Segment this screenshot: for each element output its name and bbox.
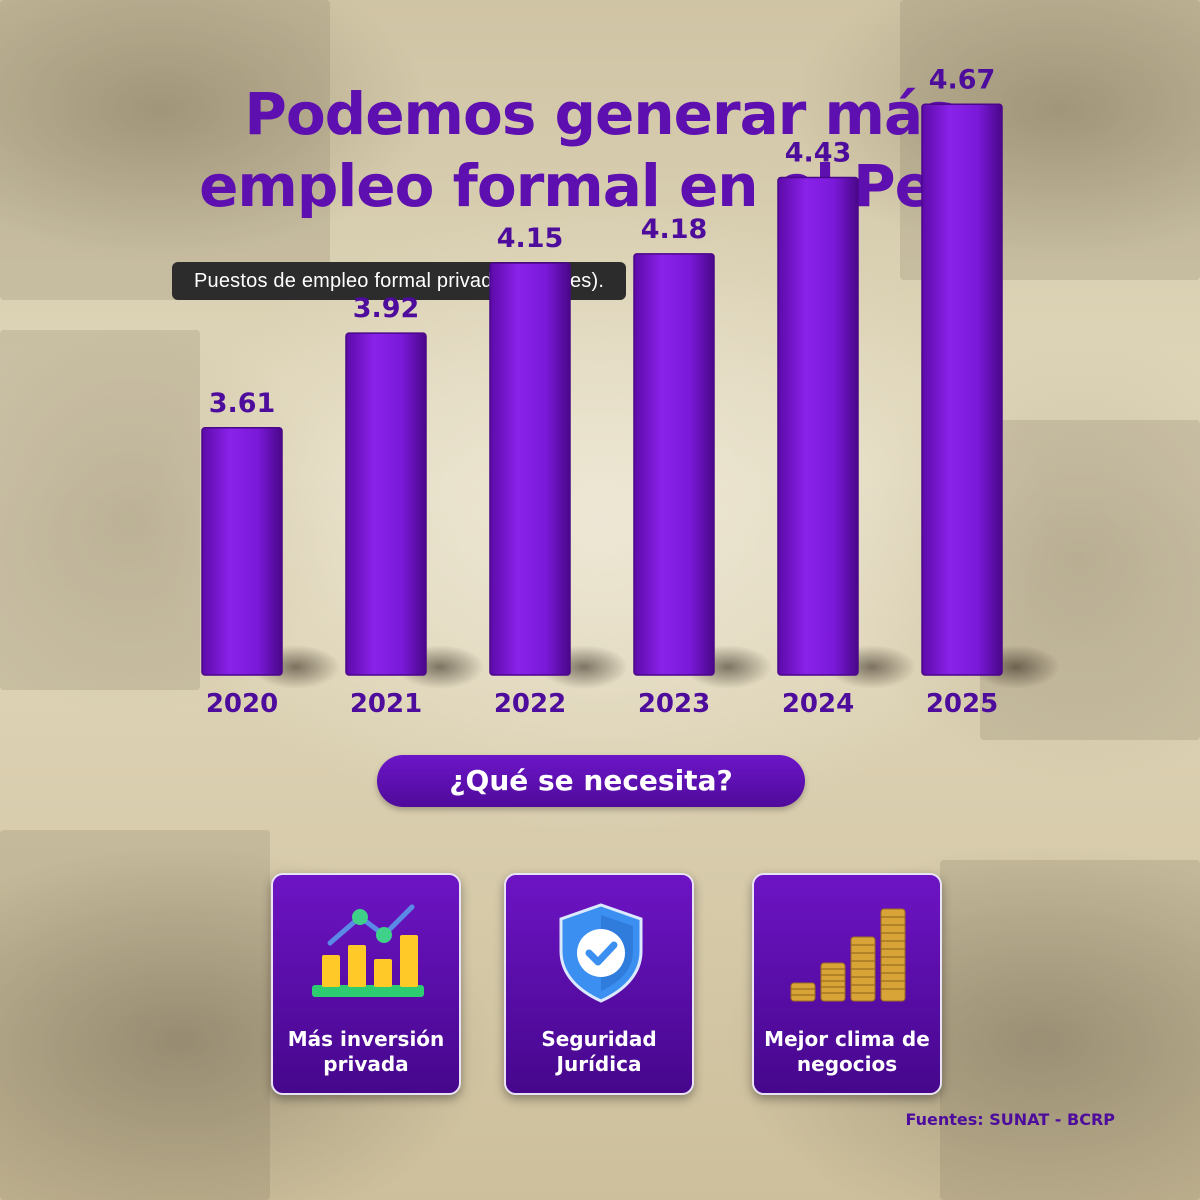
year-label-2021: 2021 [350,689,422,719]
value-label-2021: 3.92 [353,293,420,324]
year-label-2022: 2022 [494,689,566,719]
value-label-2020: 3.61 [209,388,276,419]
shield-check-icon [559,903,643,1003]
pilot-cockpit-photo [0,830,270,1200]
year-label-2020: 2020 [206,689,278,719]
source-note: Fuentes: SUNAT - BCRP [905,1110,1115,1129]
bar-2021 [345,332,427,676]
title-line-1: Podemos generar más [244,80,956,148]
bar-2020 [201,427,283,676]
question-banner: ¿Qué se necesita? [377,755,805,807]
growth-chart-icon [312,904,424,997]
coin-stacks-icon [790,908,906,1002]
value-label-2024: 4.43 [785,138,852,169]
value-label-2023: 4.18 [641,214,708,245]
computer-workers-photo [940,860,1200,1200]
card-private-investment: Más inversión privada [271,873,461,1095]
bar-2024 [777,176,859,676]
year-label-2023: 2023 [638,689,710,719]
page-title: Podemos generar más empleo formal en el … [0,78,1200,222]
value-label-2025: 4.67 [929,64,996,95]
construction-workers-photo [0,0,330,300]
bar-2023 [633,253,715,676]
year-label-2024: 2024 [782,689,854,719]
card-label-investment: Más inversión privada [287,1027,445,1076]
card-business-climate: Mejor clima de negocios [752,873,942,1095]
card-label-legal: Seguridad Jurídica [541,1027,657,1076]
title-line-2: empleo formal en el Perú [199,152,1002,220]
bar-2025 [921,103,1003,676]
bar-2022 [489,262,571,676]
year-label-2025: 2025 [926,689,998,719]
office-woman-photo [0,330,200,690]
employment-bar-chart: 3.61 3.92 4.15 4.18 4.43 4.67 2020 2021 2022 202… [201,64,1060,719]
card-label-business: Mejor clima de negocios [764,1027,930,1076]
card-legal-security: Seguridad Jurídica [504,873,694,1095]
value-label-2022: 4.15 [497,223,564,254]
